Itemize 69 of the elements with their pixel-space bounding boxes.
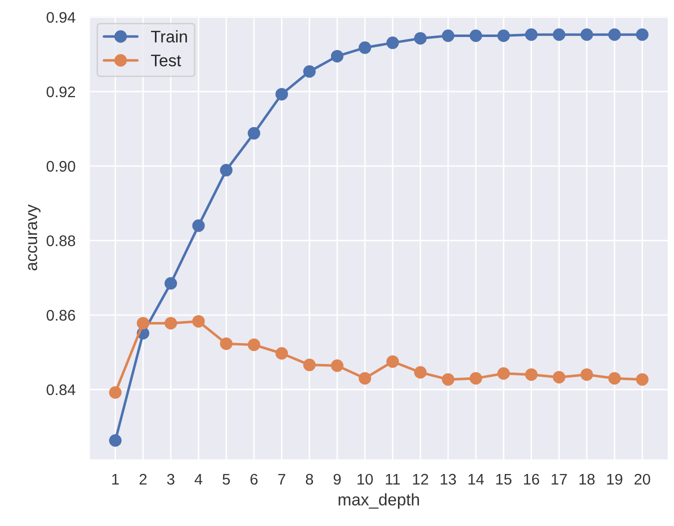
y-tick-label: 0.88 (46, 235, 76, 246)
x-tick-label: 5 (222, 474, 230, 485)
y-tick-label: 0.94 (46, 12, 76, 23)
y-tick-label: 0.92 (46, 86, 76, 98)
x-tick-label: 17 (552, 474, 567, 485)
point (580, 368, 594, 381)
point (386, 36, 399, 50)
point (525, 368, 538, 381)
point (220, 337, 232, 350)
point (192, 315, 205, 328)
point (248, 127, 260, 140)
point (358, 372, 372, 385)
point (580, 28, 594, 41)
point (497, 29, 510, 42)
y-tick-label: 0.90 (46, 160, 76, 172)
point (525, 28, 538, 41)
point (608, 372, 621, 385)
x-tick-label: 7 (278, 474, 286, 485)
x-tick-label: 18 (579, 474, 595, 485)
point (414, 32, 427, 45)
legend-label: Train (151, 30, 187, 42)
point (303, 65, 316, 78)
point (552, 28, 566, 41)
y-axis-title: accuravy (28, 204, 40, 270)
point (192, 219, 205, 232)
point (636, 28, 649, 41)
point (220, 164, 232, 176)
point (497, 367, 510, 380)
point (470, 372, 482, 385)
x-tick-label: 10 (358, 474, 373, 485)
x-tick-label: 16 (524, 474, 540, 485)
point (608, 28, 621, 41)
x-tick-label: 15 (496, 474, 512, 485)
x-tick-label: 3 (167, 474, 174, 485)
y-tick-label: 0.86 (46, 310, 76, 321)
point (358, 41, 372, 54)
point (442, 29, 454, 42)
x-tick-label: 8 (306, 474, 314, 485)
point (442, 373, 454, 386)
x-tick-label: 2 (140, 474, 147, 485)
point (275, 347, 288, 360)
point (414, 366, 427, 379)
point (330, 359, 344, 372)
point (109, 434, 122, 447)
point (470, 29, 482, 42)
x-tick-label: 20 (634, 474, 650, 485)
x-axis-title: max_depth (338, 493, 419, 509)
x-tick-label: 19 (607, 474, 622, 485)
legend-label: Test (151, 54, 182, 66)
point (164, 316, 178, 330)
x-tick-label: 4 (194, 474, 202, 485)
point (136, 316, 150, 330)
x-tick-label: 14 (468, 474, 484, 485)
point (109, 386, 122, 399)
x-tick-label: 13 (440, 474, 456, 485)
x-tick-label: 11 (386, 474, 400, 485)
point (636, 373, 649, 386)
x-tick-label: 1 (112, 474, 119, 485)
x-tick-label: 12 (413, 474, 428, 485)
x-tick-label: 9 (334, 474, 341, 485)
point (275, 88, 288, 100)
y-tick-label: 0.84 (46, 384, 76, 396)
point (552, 370, 566, 384)
point (164, 277, 178, 290)
point (330, 50, 344, 62)
point (248, 338, 260, 352)
point (386, 355, 399, 368)
point (303, 358, 316, 372)
x-tick-label: 6 (250, 474, 258, 485)
